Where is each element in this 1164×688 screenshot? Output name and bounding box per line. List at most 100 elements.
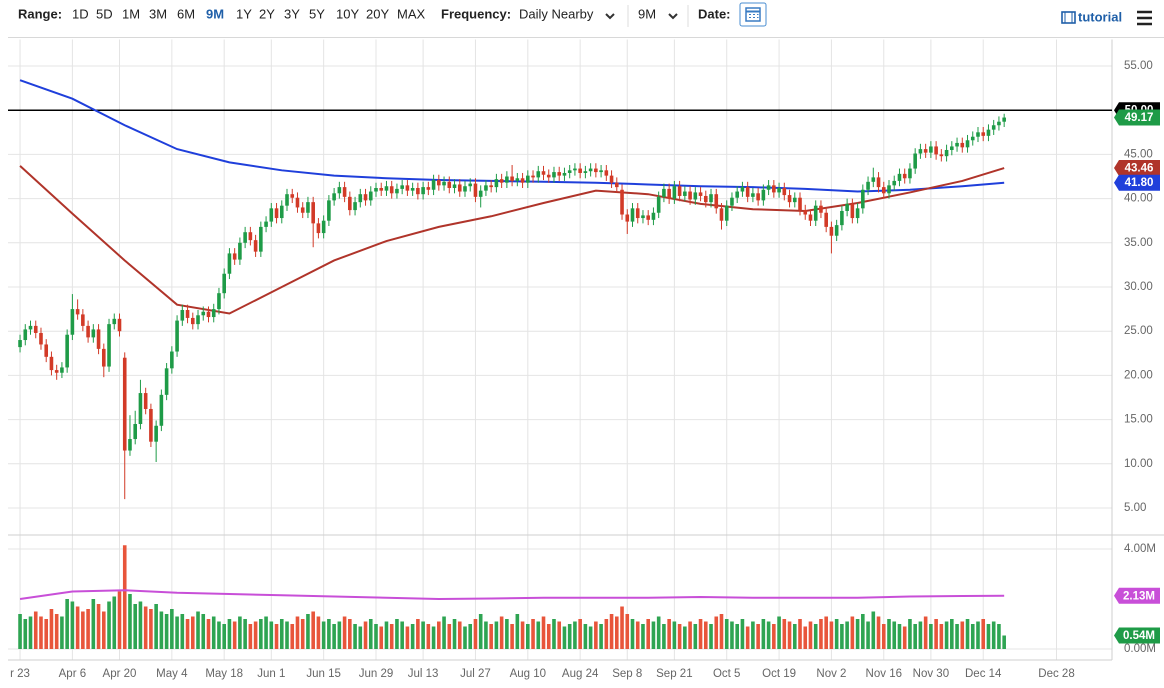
volume-bar [112, 596, 117, 649]
candle-body [735, 191, 739, 198]
candle-body [154, 425, 158, 442]
volume-bar [808, 621, 813, 649]
candle-body [410, 188, 415, 191]
volume-bar [389, 624, 394, 649]
candle-body [33, 325, 38, 333]
candle-body [567, 170, 572, 173]
value-marker-label: 2.13M [1123, 590, 1155, 602]
volume-bar [918, 621, 923, 649]
period-select[interactable]: 9M [638, 6, 656, 21]
candle-body [761, 189, 766, 201]
menu-button[interactable] [1137, 10, 1152, 26]
range-button[interactable]: 6M [177, 6, 195, 21]
y-tick-label: 25.00 [1124, 325, 1153, 337]
candle-body [81, 314, 85, 326]
range-button[interactable]: 1M [122, 6, 140, 21]
candle-body [641, 215, 645, 219]
candle-body [353, 202, 357, 211]
volume-bar [923, 616, 928, 649]
candle-body [981, 132, 986, 136]
range-button[interactable]: 20Y [366, 6, 389, 21]
volume-bar [227, 619, 232, 649]
candle-body [614, 182, 619, 188]
volume-bar [698, 619, 703, 649]
volume-bar [881, 624, 886, 649]
calendar-icon[interactable] [745, 7, 761, 22]
range-button[interactable]: 10Y [336, 6, 359, 21]
volume-bar [431, 626, 436, 649]
volume-bar [871, 611, 876, 649]
candle-body [374, 188, 378, 192]
candle-body [887, 185, 891, 194]
candle-body [442, 181, 446, 186]
chevron[interactable] [668, 13, 678, 20]
volume-bar [745, 626, 750, 649]
range-button[interactable]: 3M [149, 6, 167, 21]
volume-bar [651, 621, 656, 649]
candle-body [473, 183, 478, 197]
chevron[interactable] [605, 13, 615, 20]
candle-body [819, 205, 823, 213]
value-marker [1114, 627, 1160, 644]
calendar-button[interactable] [739, 2, 767, 27]
candle-body [285, 194, 289, 206]
candle-body [782, 188, 787, 196]
candle-body [290, 194, 295, 198]
candle-body [159, 394, 164, 426]
candle-body [845, 203, 849, 211]
volume-bar [866, 621, 870, 649]
volume-bar [965, 619, 970, 649]
candle-body [855, 208, 860, 219]
candle-body [562, 172, 567, 176]
range-button[interactable]: 9M [206, 6, 224, 21]
volume-bar [175, 616, 179, 649]
frequency-select[interactable]: Daily Nearby [519, 6, 594, 21]
volume-bar [986, 624, 991, 649]
candle-body [175, 320, 179, 352]
volume-bar [164, 614, 169, 649]
candle-body [478, 190, 483, 197]
volume-bar [667, 619, 671, 649]
candle-body [829, 226, 834, 236]
volume-bar [970, 624, 975, 649]
range-button[interactable]: 5D [96, 6, 113, 21]
volume-bar [703, 621, 708, 649]
plot-area: r 23 Apr 6 Apr 20 May 4 May 18 Jun 1 Jun 15 Jun… [8, 39, 1164, 680]
candle-body [489, 185, 493, 188]
candle-body [232, 253, 237, 260]
candle-body [808, 214, 813, 221]
candle-body [164, 368, 169, 395]
volume-bar [803, 626, 808, 649]
tutorial-icon[interactable] [1061, 11, 1076, 24]
candle-body [997, 121, 1001, 126]
volume-bar [18, 614, 22, 649]
candle-body [777, 188, 781, 193]
volume-bar [709, 624, 713, 649]
candle-body [363, 194, 368, 201]
candle-body [368, 191, 373, 201]
range-button[interactable]: 1D [72, 6, 89, 21]
candle-body [881, 187, 886, 194]
range-button[interactable]: 1Y [236, 6, 252, 21]
candle-body [834, 225, 839, 236]
range-button[interactable]: MAX [397, 6, 426, 21]
range-button[interactable]: 2Y [259, 6, 275, 21]
x-tick-label: May 4 [156, 668, 188, 680]
candle-body [133, 424, 138, 440]
volume-bar [756, 624, 760, 649]
range-button[interactable]: 5Y [309, 6, 325, 21]
candle-body [934, 146, 938, 155]
volume-bar [437, 621, 441, 649]
volume-bar [735, 624, 739, 649]
candle-body [573, 168, 577, 171]
volume-bar [44, 619, 49, 649]
candle-body [871, 177, 876, 182]
tutorial-link[interactable]: tutorial [1078, 9, 1122, 24]
range-button[interactable]: 3Y [284, 6, 300, 21]
candle-body [902, 173, 907, 179]
candle-body [505, 176, 509, 183]
candle-body [107, 324, 111, 367]
volume-bar [772, 624, 776, 649]
candle-body [698, 192, 703, 196]
candle-body [588, 168, 593, 172]
